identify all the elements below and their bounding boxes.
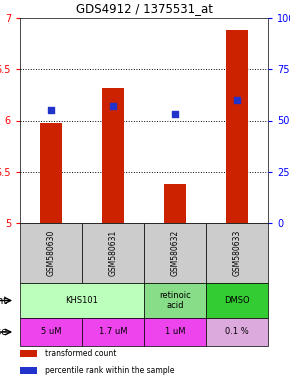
Bar [144,223,206,283]
Bar [20,367,37,374]
Point [49,107,53,113]
Text: 5 uM: 5 uM [41,328,61,336]
Text: 0.1 %: 0.1 % [225,328,249,336]
Point [235,97,239,103]
Bar [226,30,248,223]
Text: percentile rank within the sample: percentile rank within the sample [45,366,174,375]
Bar [82,318,144,346]
Text: GSM580633: GSM580633 [233,230,242,276]
Bar [164,184,186,223]
Bar [20,318,82,346]
Bar [206,223,268,283]
Text: dose: dose [0,327,8,337]
Bar [206,283,268,318]
Text: 1 uM: 1 uM [165,328,185,336]
Bar [40,122,62,223]
Text: GSM580632: GSM580632 [171,230,180,276]
Title: GDS4912 / 1375531_at: GDS4912 / 1375531_at [75,2,213,15]
Text: 1.7 uM: 1.7 uM [99,328,127,336]
Text: retinoic
acid: retinoic acid [159,291,191,310]
Bar [144,283,206,318]
Bar [144,318,206,346]
Point [111,103,115,109]
Bar [20,350,37,358]
Text: GSM580631: GSM580631 [108,230,117,276]
Text: DMSO: DMSO [224,296,250,305]
Bar [206,318,268,346]
Point [173,111,177,118]
Text: KHS101: KHS101 [66,296,98,305]
Text: transformed count: transformed count [45,349,116,358]
Bar [102,88,124,223]
Bar [82,223,144,283]
Bar [20,223,82,283]
Text: GSM580630: GSM580630 [46,230,55,276]
Bar [20,283,144,318]
Text: agent: agent [0,296,8,306]
